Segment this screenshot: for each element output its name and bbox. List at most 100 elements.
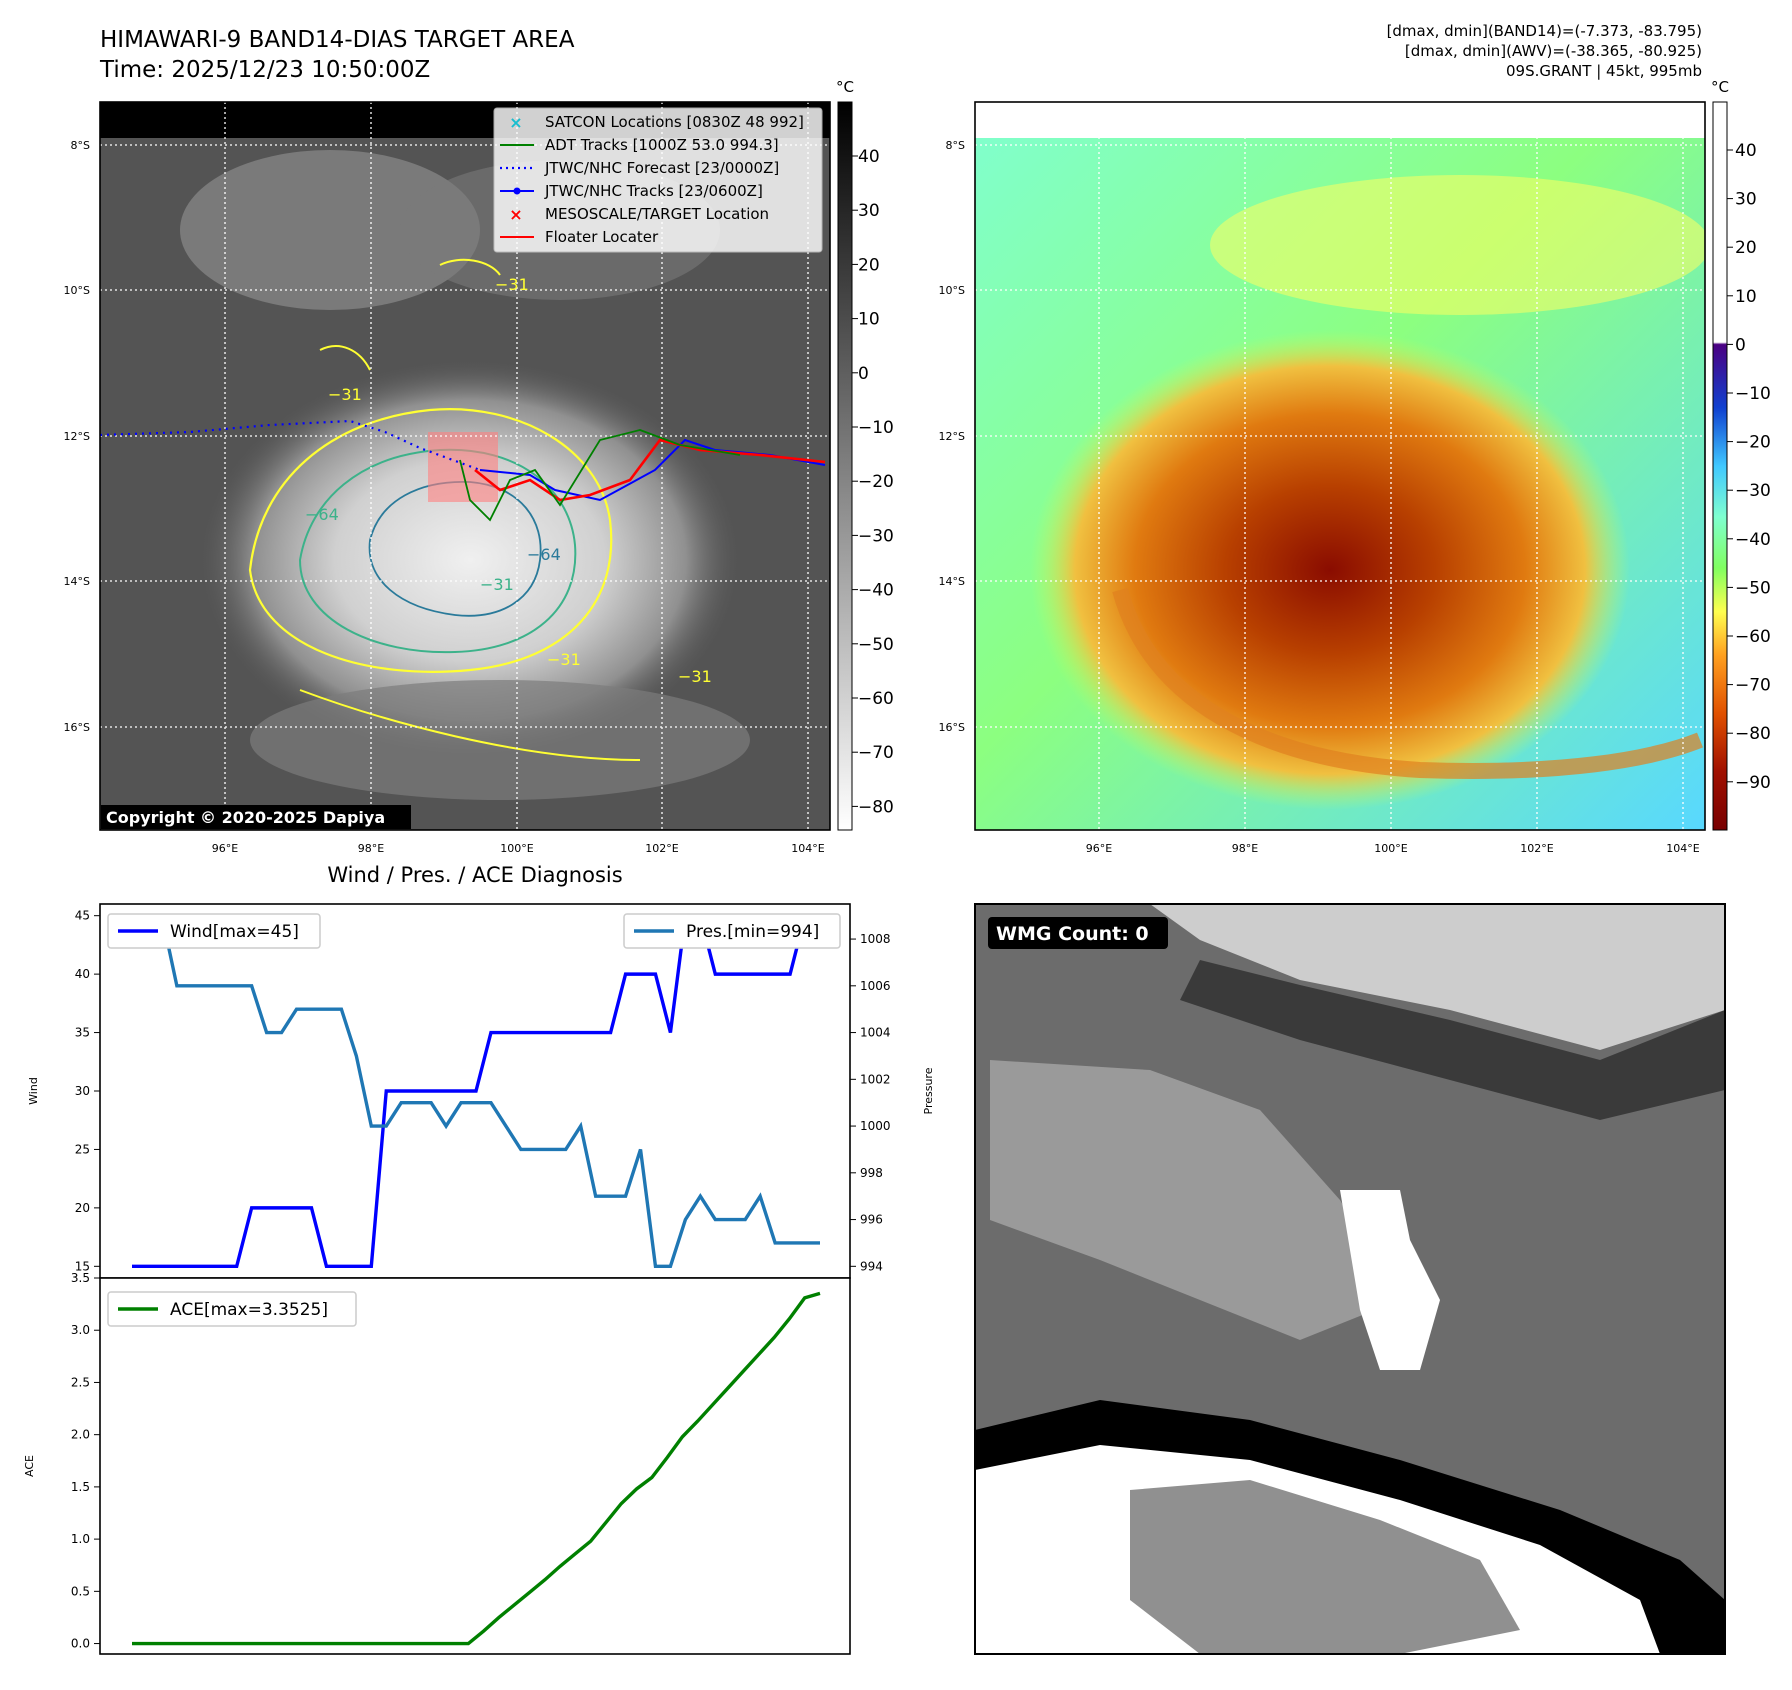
wv-colorbar xyxy=(1712,101,1728,831)
wv-cold-core xyxy=(1030,330,1630,810)
wv-map-frame xyxy=(974,101,1706,831)
ace-tick-label: 1.5 xyxy=(71,1480,90,1494)
contour-label: −64 xyxy=(305,505,339,524)
wind-pressure-chart: Wind / Pres. / ACE Diagnosis 15 20 25 30 35 4… xyxy=(27,863,935,1279)
wv-nodata-strip xyxy=(975,102,1705,138)
ir-legend-bg xyxy=(493,107,823,253)
wv-colorbar-tick: 10 xyxy=(1735,287,1757,307)
ace-tick-label: 0.5 xyxy=(71,1584,90,1598)
legend-ace-label: ACE[max=3.3525] xyxy=(170,1300,328,1320)
wv-colorbar-tick: −70 xyxy=(1735,676,1771,696)
ace-tick-label: 0.0 xyxy=(71,1637,90,1651)
lat-label: 16°S xyxy=(64,721,90,734)
lat-label: 14°S xyxy=(939,575,965,588)
adt-track xyxy=(459,429,741,522)
ir-colorbar-tick: 0 xyxy=(858,364,869,384)
ir-colorbar-tick: 40 xyxy=(858,147,880,167)
pressure-tick-label: 998 xyxy=(860,1166,883,1180)
ir-colorbar-tick: −80 xyxy=(858,797,894,817)
ir-contour-yellow-fragments xyxy=(299,258,641,761)
wv-colorbar-tick: 20 xyxy=(1735,238,1757,258)
stats-storm: 09S.GRANT | 45kt, 995mb xyxy=(1505,62,1702,80)
ir-legend-label: JTWC/NHC Forecast [23/0000Z] xyxy=(544,159,779,177)
ace-tick-label: 3.0 xyxy=(71,1323,90,1337)
lat-label: 10°S xyxy=(64,284,90,297)
ir-legend-label: Floater Locater xyxy=(545,228,659,246)
wv-moist-band-north xyxy=(1210,175,1705,315)
contour-label: −31 xyxy=(547,650,581,669)
wmg-badge-bg xyxy=(988,917,1168,949)
wmg-eye-region xyxy=(1130,1480,1520,1654)
lat-label: 12°S xyxy=(939,430,965,443)
ir-map-panel: 8°S 10°S 12°S 14°S 16°S 96°E 98°E 100°E 102°E 104… xyxy=(64,101,853,855)
contour-label: −31 xyxy=(480,575,514,594)
series-ace xyxy=(132,1291,821,1646)
wind-tick-label: 25 xyxy=(75,1142,90,1156)
diagnosis-title: Wind / Pres. / ACE Diagnosis xyxy=(327,863,622,887)
pressure-tick-label: 1000 xyxy=(860,1119,891,1133)
ir-colorbar-tick: −60 xyxy=(858,689,894,709)
wind-tick-label: 30 xyxy=(75,1084,90,1098)
wv-colorbar-tick: 0 xyxy=(1735,335,1746,355)
ir-legend-item: × MESOSCALE/TARGET Location xyxy=(509,205,769,224)
lat-label: 8°S xyxy=(71,139,90,152)
ace-tick-label: 1.0 xyxy=(71,1532,90,1546)
contour-label: −31 xyxy=(328,385,362,404)
chart-time: Time: 2025/12/23 10:50:00Z xyxy=(100,57,431,83)
wmg-panel: WMG Count: 0 xyxy=(974,903,1726,1655)
ir-colorbar-tick: −30 xyxy=(858,526,894,546)
ir-colorbar-tick: 20 xyxy=(858,255,880,275)
wind-tick-label: 20 xyxy=(75,1201,90,1215)
pressure-axis-label: Pressure xyxy=(922,1067,935,1114)
wv-colorbar-tick: −60 xyxy=(1735,627,1771,647)
wv-spiral-band xyxy=(1112,587,1703,779)
pressure-tick-label: 994 xyxy=(860,1259,883,1273)
wv-colorbar-tick: 40 xyxy=(1735,141,1757,161)
legend-marker-dot xyxy=(513,187,521,195)
lon-label: 100°E xyxy=(500,842,533,855)
legend-wind-label: Wind[max=45] xyxy=(170,922,299,942)
wmg-white-pocket xyxy=(1340,1190,1440,1370)
ir-legend-label: JTWC/NHC Tracks [23/0600Z] xyxy=(544,182,763,200)
pressure-tick-label: 1008 xyxy=(860,932,891,946)
ace-tick-label: 2.5 xyxy=(71,1375,90,1389)
legend-pressure: Pres.[min=994] xyxy=(623,913,841,949)
map-labels: 40 30 20 10 0 −10 −20 −30 −40 −50 −60 −70 −80 °C 40 30 2… xyxy=(101,78,1771,829)
wmg-count-badge: WMG Count: 0 xyxy=(996,923,1149,945)
wv-colorbar-tick: 30 xyxy=(1735,190,1757,210)
pressure-axis-ticks: 994 996 998 1000 1002 1004 1006 1008 xyxy=(850,932,891,1273)
ir-colorbar-tick: 10 xyxy=(858,310,880,330)
lat-label: 16°S xyxy=(939,721,965,734)
legend-wind: Wind[max=45] xyxy=(107,913,321,949)
contour-label: −64 xyxy=(527,545,561,564)
ace-axes-frame xyxy=(99,1277,851,1655)
wv-colorbar-tick: −20 xyxy=(1735,433,1771,453)
legend-pressure-label: Pres.[min=994] xyxy=(686,922,819,942)
lon-label: 104°E xyxy=(791,842,824,855)
lat-label: 14°S xyxy=(64,575,90,588)
lon-label: 102°E xyxy=(645,842,678,855)
legend-marker-x: × xyxy=(509,113,522,132)
lon-label: 104°E xyxy=(1666,842,1699,855)
stats-band14: [dmax, dmin](BAND14)=(-7.373, -83.795) xyxy=(1386,22,1702,40)
wv-colorbar-tick: −10 xyxy=(1735,384,1771,404)
ir-legend-item: JTWC/NHC Forecast [23/0000Z] xyxy=(500,159,779,177)
lat-label: 10°S xyxy=(939,284,965,297)
ace-tick-label: 3.5 xyxy=(71,1271,90,1285)
ir-contour-yellow xyxy=(248,408,613,673)
pressure-tick-label: 996 xyxy=(860,1213,883,1227)
ir-colorbar xyxy=(837,101,853,831)
ir-colorbar-unit: °C xyxy=(836,78,854,96)
lon-label: 98°E xyxy=(1232,842,1258,855)
ir-colorbar-tick: −20 xyxy=(858,472,894,492)
series-pressure xyxy=(132,913,820,1269)
wv-colorbar-tick: −30 xyxy=(1735,481,1771,501)
lon-label: 102°E xyxy=(1520,842,1553,855)
ir-legend-label: ADT Tracks [1000Z 53.0 994.3] xyxy=(545,136,779,154)
ir-colorbar-tick: −50 xyxy=(858,635,894,655)
pressure-tick-label: 1006 xyxy=(860,979,891,993)
ace-axis-label: ACE xyxy=(23,1455,36,1477)
wind-tick-label: 15 xyxy=(75,1259,90,1273)
copyright-badge-bg xyxy=(101,805,411,829)
